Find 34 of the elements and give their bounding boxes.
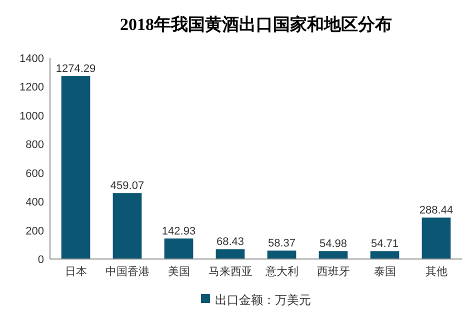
bar [112,193,142,259]
data-label: 68.43 [216,236,244,248]
data-label: 459.07 [110,180,144,192]
x-tick-label: 美国 [168,265,190,278]
bar [370,251,400,259]
bar [61,76,90,259]
y-tick-label: 0 [38,254,44,266]
y-tick-label: 800 [26,139,44,152]
x-tick-label: 意大利 [264,265,298,278]
data-label: 58.37 [268,238,296,250]
bar [216,249,245,259]
y-tick-label: 1200 [20,82,44,94]
y-tick-label: 600 [26,168,44,180]
bar [318,251,348,259]
x-tick-label: 其他 [425,265,448,278]
data-label: 54.98 [319,238,348,250]
x-tick-label: 中国香港 [105,265,150,278]
bar [267,250,296,259]
y-tick-label: 400 [26,196,44,209]
x-tick-label: 西班牙 [316,265,350,278]
chart-title: 2018年我国黄酒出口国家和地区分布 [120,15,392,34]
data-label: 142.93 [162,225,196,238]
bar [164,238,194,259]
bar [422,218,451,259]
y-tick-label: 1400 [20,53,44,65]
x-tick-label: 马来西亚 [208,265,252,278]
data-label: 1274.29 [56,63,96,76]
y-tick-label: 200 [26,225,44,238]
legend-label: 出口金额：万美元 [215,293,311,307]
data-label: 54.71 [370,238,399,250]
x-tick-label: 泰国 [374,266,396,278]
y-tick-label: 1000 [20,110,44,122]
data-label: 288.44 [419,204,454,217]
x-tick-label: 日本 [64,265,87,278]
